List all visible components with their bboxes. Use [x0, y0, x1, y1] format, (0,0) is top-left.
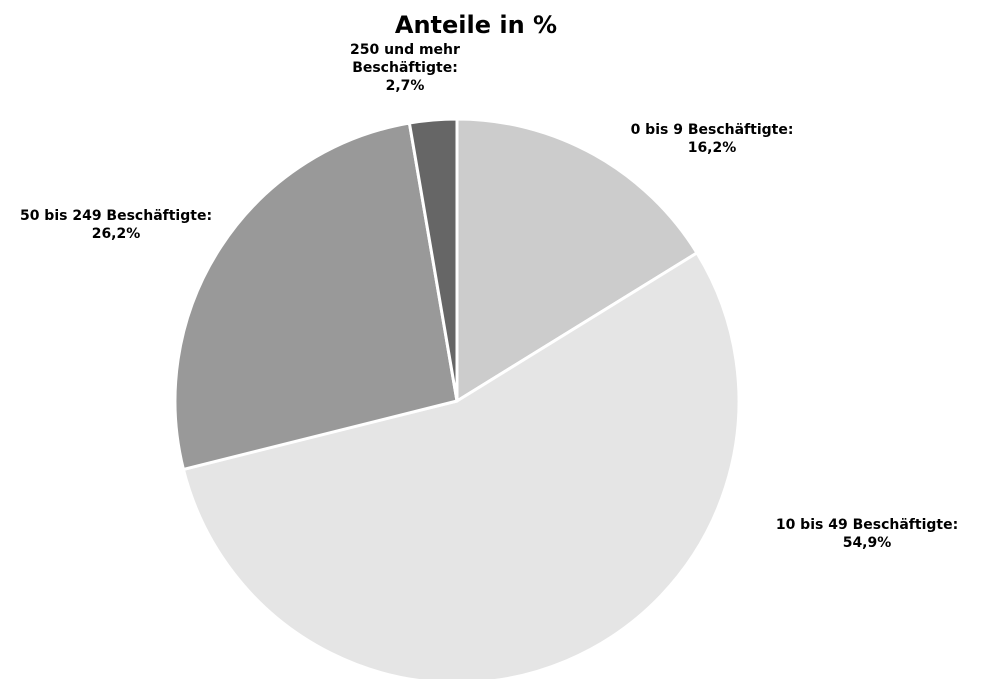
pie-slice-3: [173, 121, 459, 471]
pie-slice-2: [181, 251, 741, 679]
slice-label-line: 250 und mehr: [350, 42, 460, 58]
slice-label-line: 16,2%: [688, 140, 737, 156]
slice-label-2: 10 bis 49 Beschäftigte: 54,9%: [776, 517, 958, 551]
pie-slice-4: [407, 117, 459, 403]
slice-label-4: 250 und mehr Beschäftigte: 2,7%: [350, 42, 460, 94]
slice-label-line: 0 bis 9 Beschäftigte:: [631, 122, 794, 138]
pie-slice-1: [455, 117, 699, 403]
slice-label-1: 0 bis 9 Beschäftigte: 16,2%: [631, 122, 794, 156]
slice-labels: 0 bis 9 Beschäftigte: 16,2% 10 bis 49 Besc…: [20, 42, 958, 551]
slice-label-line: 10 bis 49 Beschäftigte:: [776, 517, 958, 533]
slice-label-line: 50 bis 249 Beschäftigte:: [20, 208, 212, 224]
slice-label-line: 54,9%: [843, 535, 892, 551]
slice-label-3: 50 bis 249 Beschäftigte: 26,2%: [20, 208, 212, 242]
chart-title: Anteile in %: [395, 11, 557, 39]
slice-label-line: Beschäftigte:: [352, 60, 458, 76]
slice-label-line: 2,7%: [386, 78, 425, 94]
pie-slices: [173, 117, 741, 679]
slice-label-line: 26,2%: [92, 226, 141, 242]
